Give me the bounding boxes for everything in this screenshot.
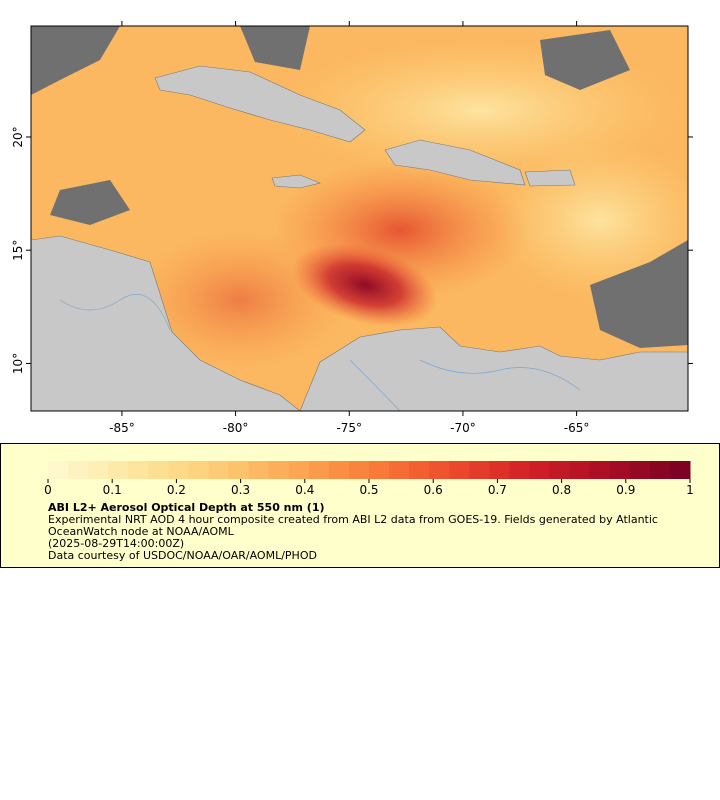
map-frame: [30, 25, 689, 412]
colorbar-swatch: [48, 461, 69, 479]
colorbar-swatch: [308, 461, 330, 479]
y-tick-label: 20°: [11, 126, 25, 147]
colorbar-swatch: [248, 461, 270, 479]
axes: -85° -80° -75° -70° -65° 10° 15° 20°: [11, 21, 693, 435]
y-tick-label: 10°: [11, 353, 25, 374]
colorbar-swatch: [228, 461, 250, 479]
colorbar-swatch: [348, 461, 370, 479]
no-data: [240, 26, 310, 70]
colorbar-swatch: [208, 461, 230, 479]
land: [31, 65, 688, 411]
colorbar-tick-label: 1: [686, 483, 694, 497]
colorbar-swatch: [569, 461, 591, 479]
colorbar-tick-label: 0.7: [488, 483, 507, 497]
colorbar-swatch: [68, 461, 89, 479]
colorbar-swatch: [469, 461, 490, 479]
colorbar-tick-label: 0.5: [359, 483, 378, 497]
colorbar-swatch: [188, 461, 209, 479]
colorbar-tick-label: 0.9: [616, 483, 635, 497]
map-area: [31, 26, 688, 411]
colorbar-swatch: [609, 461, 631, 479]
colorbar-swatch: [168, 461, 189, 479]
legend-description: Experimental NRT AOD 4 hour composite cr…: [48, 513, 658, 538]
colorbar-tick-label: 0.8: [552, 483, 571, 497]
colorbar-swatch: [389, 461, 410, 479]
colorbar-swatch: [429, 461, 450, 479]
colorbar-tick-label: 0: [44, 483, 52, 497]
colorbar-swatch: [489, 461, 510, 479]
colorbar-tick-label: 0.1: [103, 483, 122, 497]
colorbar-tick-label: 0.6: [424, 483, 443, 497]
colorbar-swatch: [589, 461, 611, 479]
colorbar-swatch: [409, 461, 430, 479]
y-tick-label: 15°: [11, 240, 25, 261]
colorbar-tick-label: 0.3: [231, 483, 250, 497]
no-data: [50, 180, 130, 225]
colorbar-swatch: [288, 461, 310, 479]
legend-credit: Data courtesy of USDOC/NOAA/OAR/AOML/PHO…: [48, 549, 317, 562]
x-tick-label: -85°: [109, 421, 135, 435]
colorbar-swatch: [268, 461, 290, 479]
colorbar-tick-label: 0.2: [167, 483, 186, 497]
legend-title: ABI L2+ Aerosol Optical Depth at 550 nm …: [48, 501, 325, 514]
legend: 0 0.1 0.2 0.3 0.4 0.5 0.6 0.7 0.8 0.9 1 ABI L2+ Ae…: [0, 443, 720, 568]
x-tick-label: -70°: [450, 421, 476, 435]
map-figure: -85° -80° -75° -70° -65° 10° 15° 20°: [11, 21, 693, 435]
colorbar-swatch: [128, 461, 149, 479]
no-data: [590, 240, 688, 348]
rivers: [59, 294, 581, 411]
colorbar-swatch: [369, 461, 390, 479]
x-tick-label: -75°: [336, 421, 362, 435]
colorbar-swatch: [509, 461, 530, 479]
x-tick-label: -80°: [223, 421, 249, 435]
colorbar-swatch: [148, 461, 169, 479]
colorbar-swatch: [549, 461, 571, 479]
colorbar: 0 0.1 0.2 0.3 0.4 0.5 0.6 0.7 0.8 0.9 1: [44, 461, 694, 497]
colorbar-swatch: [108, 461, 129, 479]
colorbar-swatch: [529, 461, 551, 479]
x-tick-label: -65°: [564, 421, 590, 435]
colorbar-swatch: [328, 461, 350, 479]
legend-time: (2025-08-29T14:00:00Z): [48, 537, 185, 550]
colorbar-tick-label: 0.4: [295, 483, 314, 497]
no-data: [31, 26, 120, 95]
colorbar-swatch: [449, 461, 470, 479]
colorbar-swatch: [88, 461, 109, 479]
legend-text: ABI L2+ Aerosol Optical Depth at 550 nm …: [48, 502, 688, 562]
colorbar-swatch: [649, 461, 671, 479]
colorbar-swatch: [629, 461, 651, 479]
colorbar-swatch: [669, 461, 691, 479]
aod-high: [291, 243, 439, 327]
no-data: [540, 30, 630, 90]
